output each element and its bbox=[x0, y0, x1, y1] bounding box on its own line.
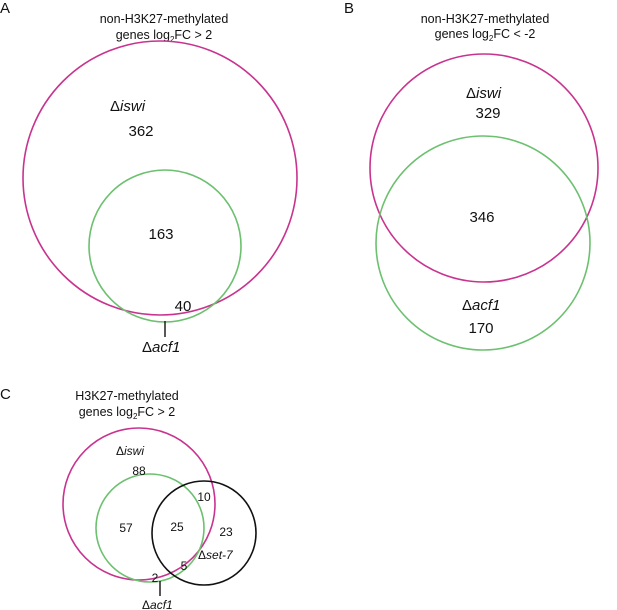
panel-a-acf1-circle bbox=[88, 169, 242, 323]
panel-b-iswi-label: Δiswi bbox=[466, 85, 502, 102]
panel-b-acf1-label: Δacf1 bbox=[462, 297, 500, 314]
panel-b-count-overlap: 346 bbox=[469, 209, 494, 226]
panel-c-iswi-label: Δiswi bbox=[116, 444, 144, 458]
panel-c-count-iswi-set7: 10 bbox=[197, 490, 211, 504]
panel-c-count-acf1-only: 2 bbox=[152, 571, 159, 585]
panel-c-title-line1: H3K27-methylated bbox=[75, 389, 179, 403]
panel-c-set7-circle bbox=[151, 480, 257, 586]
panel-b-title-line2: genes log2FC < -2 bbox=[435, 27, 536, 43]
panel-a-title-line1: non-H3K27-methylated bbox=[100, 12, 229, 26]
panel-c-set7-label: Δset-7 bbox=[198, 548, 234, 562]
panel-b-title-line1: non-H3K27-methylated bbox=[421, 12, 550, 26]
panel-c-count-iswi-acf1: 57 bbox=[119, 521, 133, 535]
panel-c-count-set7-only: 23 bbox=[219, 525, 233, 539]
panel-b-count-iswi-only: 329 bbox=[475, 105, 500, 122]
panel-a-letter: A bbox=[0, 0, 10, 17]
panel-a-iswi-circle bbox=[22, 40, 298, 316]
panel-c-acf1-circle bbox=[95, 473, 205, 583]
panel-b: B non-H3K27-methylated genes log2FC < -2… bbox=[344, 0, 599, 351]
panel-a-count-iswi-only: 362 bbox=[128, 123, 153, 140]
panel-a-count-acf1-only: 40 bbox=[175, 298, 192, 315]
panel-c-count-acf1-set7: 5 bbox=[181, 559, 188, 573]
panel-c-title-line2: genes log2FC > 2 bbox=[79, 405, 176, 421]
panel-b-letter: B bbox=[344, 0, 354, 17]
panel-a-acf1-label: Δacf1 bbox=[142, 339, 180, 356]
panel-c-count-iswi-only: 88 bbox=[132, 464, 146, 478]
panel-c: C H3K27-methylated genes log2FC > 2 Δisw… bbox=[0, 386, 257, 610]
panel-c-iswi-circle bbox=[62, 427, 216, 581]
panel-c-acf1-label: Δacf1 bbox=[142, 598, 173, 610]
panel-c-letter: C bbox=[0, 386, 11, 403]
panel-b-count-acf1-only: 170 bbox=[468, 320, 493, 337]
panel-a-count-overlap: 163 bbox=[148, 226, 173, 243]
panel-b-acf1-circle bbox=[375, 135, 591, 351]
panel-a-iswi-label: Δiswi bbox=[110, 98, 146, 115]
panel-c-count-all-three: 25 bbox=[170, 520, 184, 534]
panel-b-iswi-circle bbox=[369, 53, 599, 283]
panel-a: A non-H3K27-methylated genes log2FC > 2 … bbox=[0, 0, 298, 356]
panel-a-title-line2: genes log2FC > 2 bbox=[116, 28, 213, 44]
